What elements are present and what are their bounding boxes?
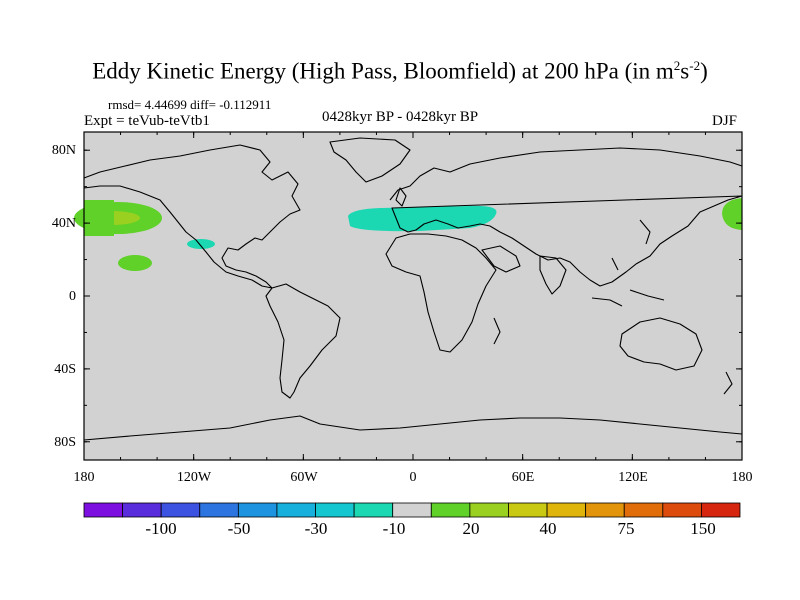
period-label: 0428kyr BP - 0428kyr BP bbox=[322, 109, 479, 125]
colorbar-swatch bbox=[199, 502, 239, 518]
colorbar-swatch bbox=[160, 502, 201, 518]
colorbar-swatch bbox=[237, 502, 278, 518]
negative-anomaly-mediterranean bbox=[348, 205, 497, 232]
colorbar-swatch bbox=[353, 502, 394, 518]
rmsd-diff-text: rmsd= 4.44699 diff= -0.112911 bbox=[108, 97, 272, 112]
colorbar-swatch bbox=[430, 502, 471, 518]
x-tick-label: 60W bbox=[290, 470, 318, 485]
x-tick-label: 120W bbox=[176, 470, 212, 485]
x-tick-label: 120E bbox=[618, 470, 648, 485]
colorbar-label: 40 bbox=[539, 519, 557, 538]
negative-anomaly-mexico bbox=[187, 239, 215, 249]
colorbar-swatch bbox=[662, 502, 702, 518]
x-tick-label: 0 bbox=[409, 470, 417, 485]
colorbar-swatch bbox=[508, 502, 548, 518]
positive-anomaly-subtropical-pacific bbox=[118, 255, 152, 271]
colorbar-swatch bbox=[315, 502, 355, 518]
positive-anomaly-edge bbox=[84, 200, 114, 236]
y-tick-label: 80N bbox=[51, 143, 76, 158]
colorbar-label: 20 bbox=[462, 519, 480, 538]
positive-anomaly-east-edge bbox=[722, 198, 742, 230]
plot-title: Eddy Kinetic Energy (High Pass, Bloomfie… bbox=[92, 58, 708, 84]
x-tick-label: 180 bbox=[73, 470, 95, 485]
x-tick-label: 60E bbox=[511, 470, 535, 485]
y-tick-label: 0 bbox=[69, 289, 76, 304]
map-background bbox=[84, 132, 742, 460]
colorbar-label: -100 bbox=[145, 519, 177, 538]
coastlines bbox=[83, 137, 743, 441]
colorbar-swatch bbox=[623, 502, 664, 518]
colorbar-swatch bbox=[585, 502, 625, 518]
colorbar-label: -10 bbox=[382, 519, 406, 538]
colorbar-swatch bbox=[83, 502, 123, 518]
experiment-label: Expt = teVub-teVtb1 bbox=[84, 113, 210, 129]
y-tick-label: 40N bbox=[51, 216, 76, 231]
anomaly-shading bbox=[74, 198, 742, 271]
colorbar-label: -30 bbox=[304, 519, 328, 538]
colorbar-swatch bbox=[122, 502, 162, 518]
colorbar-label: -50 bbox=[227, 519, 251, 538]
colorbar-swatch bbox=[701, 502, 741, 518]
colorbar-swatch bbox=[392, 502, 432, 518]
colorbar-swatch bbox=[546, 502, 587, 518]
colorbar-label: 150 bbox=[690, 519, 716, 538]
colorbar-swatch bbox=[276, 502, 316, 518]
y-tick-label: 80S bbox=[54, 435, 76, 450]
x-tick-label: 180 bbox=[731, 470, 753, 485]
colorbar-swatch bbox=[469, 502, 509, 518]
season-label: DJF bbox=[712, 113, 738, 129]
y-tick-label: 40S bbox=[54, 362, 76, 377]
axis-ticks bbox=[83, 132, 743, 460]
colorbar-label: 75 bbox=[617, 519, 635, 538]
